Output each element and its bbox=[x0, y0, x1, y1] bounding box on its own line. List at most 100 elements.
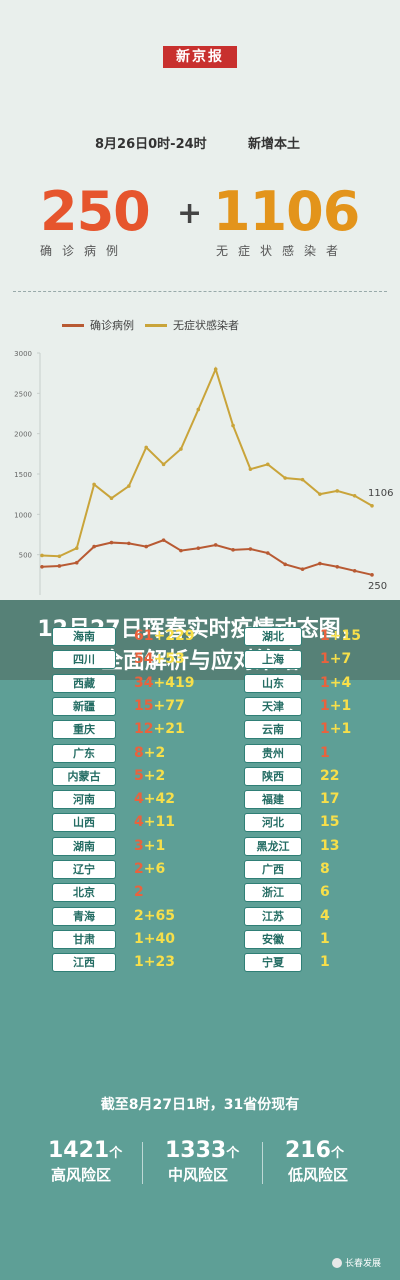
data-point bbox=[370, 573, 374, 577]
province-value: 4+42 bbox=[134, 790, 175, 808]
y-tick-label: 2500 bbox=[14, 390, 32, 398]
data-point bbox=[370, 503, 374, 508]
data-point bbox=[318, 492, 322, 496]
confirmed-value: 1 bbox=[320, 744, 330, 761]
data-point bbox=[161, 462, 166, 467]
wechat-icon bbox=[332, 1257, 342, 1268]
data-point bbox=[283, 476, 287, 480]
province-value: 2+6 bbox=[134, 860, 165, 878]
province-value: 15+77 bbox=[134, 697, 185, 715]
confirmed-value: 1 bbox=[320, 697, 330, 714]
province-value: 2+65 bbox=[134, 907, 175, 925]
province-label: 黑龙江 bbox=[244, 836, 302, 856]
province-value: 1+4 bbox=[320, 674, 351, 692]
province-value: 5+2 bbox=[134, 767, 165, 785]
data-point bbox=[265, 462, 270, 467]
asymptomatic-value: 4 bbox=[320, 907, 330, 924]
risk-level-label: 高风险区 bbox=[51, 1166, 112, 1184]
asymptomatic-value: 1+23 bbox=[134, 954, 175, 971]
province-label: 重庆 bbox=[52, 720, 116, 740]
asymptomatic-value: 22 bbox=[320, 767, 340, 784]
y-tick-label: 3000 bbox=[14, 350, 32, 358]
data-point bbox=[127, 484, 131, 488]
asymptomatic-value: +53 bbox=[153, 651, 185, 668]
province-value: 54+53 bbox=[134, 650, 185, 668]
data-point bbox=[109, 496, 114, 500]
asymptomatic-value: 13 bbox=[320, 837, 340, 854]
asymptomatic-value: +229 bbox=[153, 628, 195, 644]
confirmed-value: 15 bbox=[134, 697, 154, 714]
confirmed-value: 12 bbox=[134, 721, 154, 738]
province-value: 17 bbox=[320, 790, 339, 808]
province-label: 天津 bbox=[244, 696, 302, 716]
end-value-label: 1106 bbox=[368, 488, 393, 499]
divider bbox=[262, 1142, 263, 1184]
risk-count-unit: 个 bbox=[109, 1146, 123, 1161]
legend-label: 确诊病例 bbox=[90, 319, 134, 332]
province-label: 广东 bbox=[52, 743, 116, 763]
province-value: 1+40 bbox=[134, 930, 175, 948]
data-point bbox=[144, 544, 149, 549]
data-point bbox=[196, 546, 201, 551]
data-point bbox=[57, 554, 62, 559]
asymptomatic-value: +1 bbox=[143, 837, 166, 854]
data-point bbox=[318, 561, 322, 566]
data-point bbox=[352, 493, 357, 498]
asymptomatic-value: 1 bbox=[320, 930, 330, 947]
data-point bbox=[109, 540, 114, 545]
risk-level-label: 中风险区 bbox=[168, 1166, 229, 1184]
province-label: 四川 bbox=[52, 650, 116, 670]
province-label: 湖北 bbox=[244, 627, 302, 646]
asymptomatic-value: +1 bbox=[329, 697, 352, 714]
series-line-1 bbox=[41, 366, 373, 558]
province-label: 西藏 bbox=[52, 673, 116, 693]
newspaper-logo: 新京报 bbox=[163, 46, 237, 68]
province-value: 15 bbox=[320, 813, 339, 831]
risk-count: 216个 bbox=[285, 1138, 344, 1163]
confirmed-value: 2 bbox=[134, 861, 144, 877]
risk-count: 1333个 bbox=[165, 1138, 239, 1163]
confirmed-value: 2 bbox=[134, 884, 144, 901]
watermark: 长春发展 bbox=[332, 1256, 381, 1269]
y-tick-label: 1500 bbox=[14, 471, 32, 479]
asymptomatic-value: 6 bbox=[320, 884, 330, 901]
province-value: 4 bbox=[320, 907, 330, 925]
confirmed-value: 1 bbox=[320, 674, 330, 691]
province-value: 1 bbox=[320, 953, 330, 971]
confirmed-count: 250 bbox=[40, 180, 151, 243]
risk-count-unit: 个 bbox=[330, 1146, 344, 1161]
subtitle: 新增本土 bbox=[248, 137, 301, 152]
legend-confirmed: 确诊病例 bbox=[62, 317, 134, 333]
province-label: 云南 bbox=[244, 720, 302, 740]
date-range: 8月26日0时-24时 bbox=[95, 137, 207, 152]
province-label: 湖南 bbox=[52, 836, 116, 856]
asymptomatic-value: 1 bbox=[320, 954, 330, 971]
data-point bbox=[231, 548, 235, 552]
asymptomatic-value: 1+40 bbox=[134, 930, 175, 947]
province-value: 22 bbox=[320, 767, 339, 785]
y-tick-label: 500 bbox=[19, 552, 32, 560]
legend-asymptomatic: 无症状感染者 bbox=[145, 317, 239, 333]
asymptomatic-value: +77 bbox=[153, 697, 185, 714]
province-value: 1+23 bbox=[134, 953, 175, 971]
province-value: 1 bbox=[320, 744, 330, 762]
asymptomatic-value: +11 bbox=[143, 814, 175, 831]
data-point bbox=[265, 551, 270, 555]
risk-count-unit: 个 bbox=[226, 1146, 240, 1161]
y-tick-label: 1000 bbox=[14, 511, 32, 519]
data-point bbox=[335, 489, 340, 493]
province-label: 广西 bbox=[244, 860, 302, 879]
province-label: 山东 bbox=[244, 673, 302, 693]
data-point bbox=[144, 445, 149, 450]
asymptomatic-value: +42 bbox=[143, 791, 175, 808]
confirmed-value: 3 bbox=[134, 837, 144, 854]
asymptomatic-value: +1 bbox=[329, 721, 352, 738]
province-label: 宁夏 bbox=[244, 953, 302, 973]
watermark-text: 长春发展 bbox=[345, 1259, 382, 1269]
province-label: 甘肃 bbox=[52, 929, 116, 949]
data-point bbox=[40, 564, 44, 569]
asymptomatic-value: +2 bbox=[143, 744, 166, 761]
province-value: 13 bbox=[320, 837, 339, 855]
data-point bbox=[92, 544, 96, 549]
end-value-label: 250 bbox=[368, 581, 387, 592]
